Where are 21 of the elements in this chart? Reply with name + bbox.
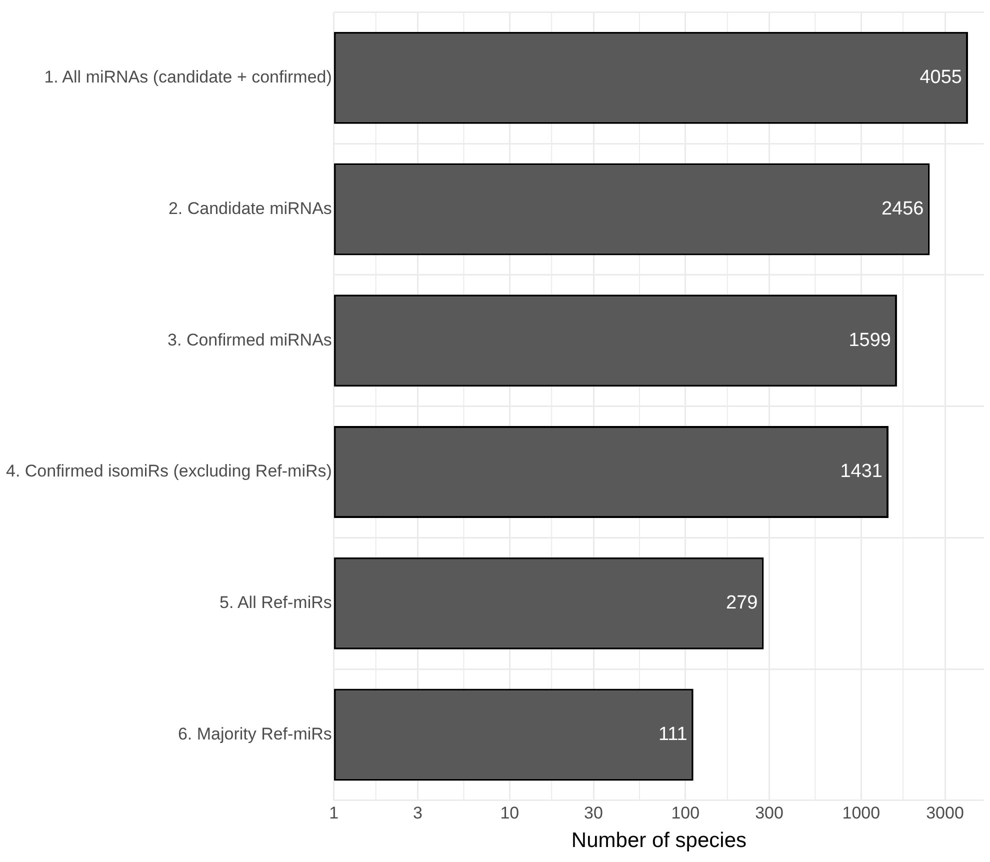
data-label: 1599 (848, 330, 891, 351)
x-tick-label: 3000 (926, 803, 964, 822)
x-axis-title: Number of species (571, 829, 746, 852)
x-tick-label: 300 (755, 803, 784, 822)
x-tick-label: 10 (500, 803, 520, 822)
y-tick-label: 1. All miRNAs (candidate + confirmed) (44, 68, 332, 87)
y-tick-label: 2. Candidate miRNAs (168, 198, 332, 218)
x-tick-label: 100 (671, 803, 700, 822)
y-tick-label: 6. Majority Ref-miRs (178, 724, 332, 744)
y-tick-label: 4. Confirmed isomiRs (excluding Ref-miRs) (6, 462, 332, 481)
x-tick-label: 1 (329, 803, 339, 822)
x-tick-label: 1000 (842, 803, 880, 822)
data-label: 279 (726, 592, 758, 614)
y-tick-label: 3. Confirmed miRNAs (168, 330, 332, 350)
data-label: 2456 (881, 198, 924, 220)
x-tick-label: 3 (413, 803, 422, 822)
data-label: 1431 (840, 461, 883, 482)
x-tick-label: 30 (584, 803, 603, 822)
y-tick-label: 5. All Ref-miRs (219, 593, 332, 612)
data-label: 111 (658, 724, 688, 745)
data-label: 4055 (920, 67, 962, 88)
